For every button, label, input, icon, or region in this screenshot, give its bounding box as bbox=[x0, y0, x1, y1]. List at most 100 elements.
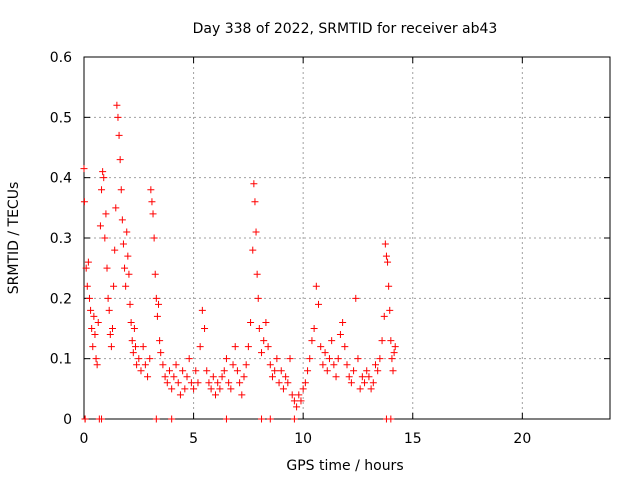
data-point bbox=[339, 318, 347, 326]
data-point bbox=[159, 361, 167, 369]
data-point bbox=[156, 337, 164, 345]
data-point bbox=[255, 325, 263, 332]
data-point bbox=[205, 379, 213, 387]
y-tick-label: 0 bbox=[63, 412, 72, 428]
data-point bbox=[100, 174, 108, 182]
data-point bbox=[174, 379, 182, 387]
data-point bbox=[132, 343, 140, 351]
data-point bbox=[181, 385, 189, 393]
data-point bbox=[258, 415, 266, 423]
data-point bbox=[361, 379, 369, 387]
data-point bbox=[148, 198, 156, 206]
data-point bbox=[301, 379, 309, 387]
grid bbox=[84, 57, 610, 419]
y-tick-label: 0.2 bbox=[50, 291, 72, 307]
data-point bbox=[381, 240, 389, 248]
data-point bbox=[390, 349, 398, 357]
data-point bbox=[389, 367, 397, 375]
data-point bbox=[293, 403, 301, 411]
data-point bbox=[161, 373, 169, 381]
data-point bbox=[330, 361, 338, 369]
data-point bbox=[371, 361, 379, 369]
data-point bbox=[99, 168, 107, 176]
data-point bbox=[212, 391, 219, 399]
data-point bbox=[105, 306, 113, 314]
data-point bbox=[319, 361, 327, 369]
data-point bbox=[113, 101, 121, 109]
data-point bbox=[176, 391, 184, 399]
x-axis-label: GPS time / hours bbox=[286, 458, 403, 474]
data-point bbox=[216, 385, 224, 393]
y-tick-label: 0.6 bbox=[50, 50, 72, 66]
data-point bbox=[376, 355, 384, 363]
data-point bbox=[80, 165, 88, 173]
data-point bbox=[110, 282, 118, 290]
data-point bbox=[168, 385, 176, 393]
data-point bbox=[254, 294, 262, 302]
ticks bbox=[83, 56, 610, 420]
data-point bbox=[352, 294, 360, 302]
data-point bbox=[98, 415, 106, 423]
data-point bbox=[106, 331, 114, 339]
data-point bbox=[251, 198, 259, 206]
data-point bbox=[96, 222, 104, 230]
data-point bbox=[152, 294, 160, 302]
data-point bbox=[190, 385, 198, 393]
data-point bbox=[155, 300, 163, 308]
data-points bbox=[80, 101, 399, 423]
data-point bbox=[85, 294, 93, 302]
data-point bbox=[387, 337, 395, 345]
data-point bbox=[126, 300, 134, 308]
data-point bbox=[153, 312, 161, 320]
data-point bbox=[88, 325, 96, 332]
data-point bbox=[127, 318, 135, 326]
data-point bbox=[165, 367, 173, 375]
data-point bbox=[308, 337, 316, 345]
data-point bbox=[258, 349, 266, 357]
data-point bbox=[273, 355, 281, 363]
data-point bbox=[321, 349, 329, 357]
data-point bbox=[264, 343, 272, 351]
data-point bbox=[323, 367, 331, 375]
data-point bbox=[290, 397, 298, 405]
data-point bbox=[128, 337, 136, 345]
data-point bbox=[168, 415, 176, 423]
data-point bbox=[101, 234, 109, 242]
data-point bbox=[201, 325, 209, 332]
data-point bbox=[227, 385, 235, 393]
data-point bbox=[104, 294, 112, 302]
data-point bbox=[310, 325, 318, 332]
data-point bbox=[137, 367, 145, 375]
data-point bbox=[238, 391, 246, 399]
data-point bbox=[84, 258, 92, 266]
data-point bbox=[144, 373, 152, 381]
data-point bbox=[231, 343, 239, 351]
data-point bbox=[391, 343, 399, 351]
data-point bbox=[112, 204, 120, 212]
data-point bbox=[266, 415, 274, 423]
data-point bbox=[363, 367, 371, 375]
data-point bbox=[222, 355, 230, 363]
data-point bbox=[185, 355, 193, 363]
y-tick-label: 0.1 bbox=[50, 352, 72, 368]
chart-title: Day 338 of 2022, SRMTID for receiver ab4… bbox=[193, 21, 498, 37]
data-point bbox=[118, 216, 126, 224]
data-point bbox=[129, 349, 137, 357]
data-point bbox=[240, 373, 248, 381]
data-point bbox=[343, 361, 351, 369]
data-point bbox=[107, 343, 115, 351]
data-point bbox=[183, 373, 191, 381]
data-point bbox=[244, 343, 252, 351]
data-point bbox=[203, 367, 211, 375]
data-point bbox=[103, 264, 111, 272]
data-point bbox=[347, 379, 355, 387]
data-point bbox=[260, 337, 268, 345]
y-tick-label: 0.3 bbox=[50, 231, 72, 247]
data-point bbox=[336, 331, 344, 339]
data-point bbox=[387, 415, 395, 423]
data-point bbox=[341, 343, 349, 351]
data-point bbox=[116, 156, 124, 164]
data-point bbox=[378, 337, 386, 345]
data-point bbox=[187, 379, 195, 387]
